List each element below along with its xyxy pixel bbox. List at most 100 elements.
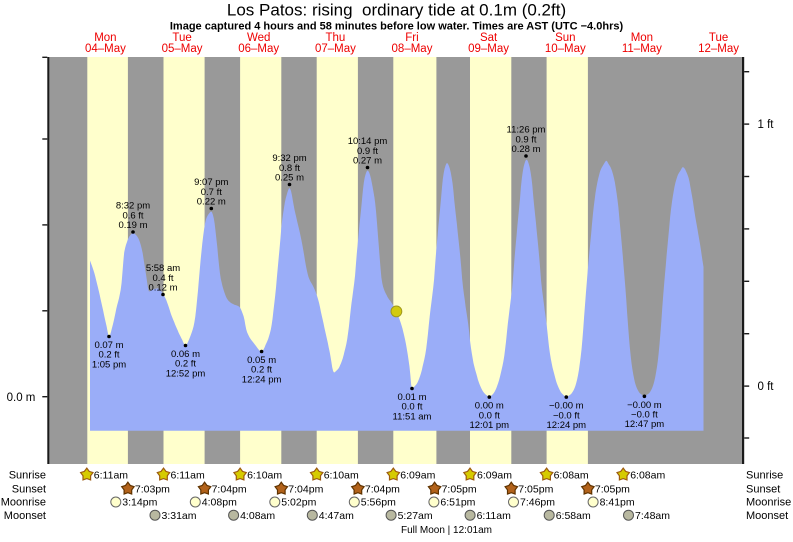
svg-text:0.05 m: 0.05 m (247, 355, 276, 366)
svg-text:12–May: 12–May (698, 43, 739, 55)
svg-text:Moonset: Moonset (746, 510, 788, 522)
svg-text:7:03pm: 7:03pm (135, 483, 170, 495)
svg-text:9:07 pm: 9:07 pm (194, 177, 228, 188)
svg-text:5:02pm: 5:02pm (281, 497, 316, 509)
svg-text:12:01 pm: 12:01 pm (469, 420, 509, 431)
svg-text:0.01 m: 0.01 m (397, 392, 426, 403)
svg-text:0.27 m: 0.27 m (353, 156, 382, 167)
svg-text:10–May: 10–May (545, 43, 586, 55)
svg-text:7:05pm: 7:05pm (518, 483, 553, 495)
svg-text:05–May: 05–May (162, 43, 203, 55)
svg-text:Moonrise: Moonrise (1, 497, 46, 509)
svg-text:1:05 pm: 1:05 pm (92, 359, 126, 370)
svg-text:6:10am: 6:10am (247, 469, 282, 481)
svg-text:Mon: Mon (94, 32, 116, 44)
svg-text:Thu: Thu (325, 32, 345, 44)
svg-text:Full Moon | 12:01am: Full Moon | 12:01am (401, 525, 492, 536)
svg-text:4:47am: 4:47am (319, 510, 354, 522)
svg-text:−0.0 ft: −0.0 ft (553, 410, 580, 421)
svg-text:8:41pm: 8:41pm (600, 497, 635, 509)
svg-text:Tue: Tue (709, 32, 728, 44)
svg-text:08–May: 08–May (392, 43, 433, 55)
svg-text:0.0 ft: 0.0 ft (479, 410, 500, 421)
svg-text:0.4 ft: 0.4 ft (152, 273, 173, 284)
svg-text:7:04pm: 7:04pm (365, 483, 400, 495)
svg-text:4:08am: 4:08am (240, 510, 275, 522)
svg-text:7:04pm: 7:04pm (212, 483, 247, 495)
svg-text:07–May: 07–May (315, 43, 356, 55)
svg-text:6:11am: 6:11am (171, 469, 205, 481)
svg-text:5:58 am: 5:58 am (146, 263, 180, 274)
svg-text:6:08am: 6:08am (554, 469, 589, 481)
svg-text:Sunrise: Sunrise (746, 469, 783, 481)
svg-text:6:58am: 6:58am (556, 510, 591, 522)
svg-text:Wed: Wed (247, 32, 270, 44)
svg-text:0.9 ft: 0.9 ft (515, 134, 536, 145)
svg-text:Sat: Sat (480, 32, 498, 44)
svg-text:6:08am: 6:08am (630, 469, 665, 481)
svg-text:7:46pm: 7:46pm (520, 497, 555, 509)
svg-text:0.25 m: 0.25 m (275, 173, 304, 184)
svg-text:0.2 ft: 0.2 ft (98, 350, 119, 361)
svg-text:−0.00 m: −0.00 m (627, 400, 662, 411)
svg-text:12:24 pm: 12:24 pm (546, 420, 586, 431)
svg-text:10:14 pm: 10:14 pm (348, 136, 388, 147)
svg-text:Sunrise: Sunrise (9, 469, 46, 481)
svg-text:1 ft: 1 ft (758, 119, 775, 131)
svg-text:0.22 m: 0.22 m (197, 197, 226, 208)
svg-text:5:27am: 5:27am (398, 510, 433, 522)
svg-text:0.0 ft: 0.0 ft (401, 402, 422, 413)
svg-text:6:11am: 6:11am (94, 469, 128, 481)
svg-text:0.07 m: 0.07 m (94, 340, 123, 351)
svg-text:04–May: 04–May (85, 43, 126, 55)
svg-text:0 ft: 0 ft (758, 381, 775, 393)
svg-text:Moonset: Moonset (4, 510, 46, 522)
svg-text:12:24 pm: 12:24 pm (242, 374, 282, 385)
svg-text:7:04pm: 7:04pm (288, 483, 323, 495)
svg-text:11:51 am: 11:51 am (393, 411, 432, 422)
svg-text:0.6 ft: 0.6 ft (122, 210, 143, 221)
svg-text:Tue: Tue (172, 32, 191, 44)
svg-text:11:26 pm: 11:26 pm (507, 125, 546, 136)
svg-text:Sun: Sun (555, 32, 575, 44)
svg-text:0.12 m: 0.12 m (148, 283, 177, 294)
svg-text:9:32 pm: 9:32 pm (272, 153, 306, 164)
svg-text:0.28 m: 0.28 m (511, 144, 540, 155)
svg-text:7:05pm: 7:05pm (595, 483, 630, 495)
svg-text:11–May: 11–May (622, 43, 662, 55)
svg-text:8:32 pm: 8:32 pm (116, 201, 150, 212)
svg-text:Image captured 4 hours and 58: Image captured 4 hours and 58 minutes be… (170, 21, 624, 33)
svg-text:−0.0 ft: −0.0 ft (631, 410, 658, 421)
svg-text:6:51pm: 6:51pm (440, 497, 475, 509)
svg-text:5:56pm: 5:56pm (361, 497, 396, 509)
svg-text:0.9 ft: 0.9 ft (357, 146, 378, 157)
svg-text:0.7 ft: 0.7 ft (201, 187, 222, 198)
svg-text:7:05pm: 7:05pm (442, 483, 477, 495)
svg-text:3:31am: 3:31am (162, 510, 197, 522)
svg-text:Sunset: Sunset (746, 483, 780, 495)
svg-text:06–May: 06–May (238, 43, 279, 55)
svg-text:12:47 pm: 12:47 pm (625, 419, 665, 430)
svg-text:6:09am: 6:09am (400, 469, 435, 481)
svg-text:−0.00 m: −0.00 m (549, 401, 584, 412)
svg-text:Los Patos: rising ordinary ti: Los Patos: rising ordinary tide at 0.1m … (227, 1, 566, 20)
svg-text:7:48am: 7:48am (635, 510, 670, 522)
svg-text:Fri: Fri (405, 32, 418, 44)
svg-text:0.19 m: 0.19 m (118, 220, 147, 231)
svg-text:Mon: Mon (631, 32, 653, 44)
svg-text:0.06 m: 0.06 m (171, 349, 200, 360)
svg-text:Sunset: Sunset (12, 483, 46, 495)
svg-text:0.00 m: 0.00 m (475, 401, 504, 412)
svg-text:4:08pm: 4:08pm (202, 497, 237, 509)
svg-text:6:11am: 6:11am (477, 510, 511, 522)
svg-text:6:09am: 6:09am (477, 469, 512, 481)
svg-text:3:14pm: 3:14pm (122, 497, 157, 509)
svg-text:12:52 pm: 12:52 pm (166, 368, 206, 379)
svg-text:6:10am: 6:10am (324, 469, 359, 481)
svg-text:Moonrise: Moonrise (746, 497, 791, 509)
svg-text:0.0 m: 0.0 m (7, 392, 36, 404)
svg-text:09–May: 09–May (468, 43, 509, 55)
svg-text:0.8 ft: 0.8 ft (279, 163, 300, 174)
svg-text:0.2 ft: 0.2 ft (251, 365, 272, 376)
svg-text:0.2 ft: 0.2 ft (175, 359, 196, 370)
